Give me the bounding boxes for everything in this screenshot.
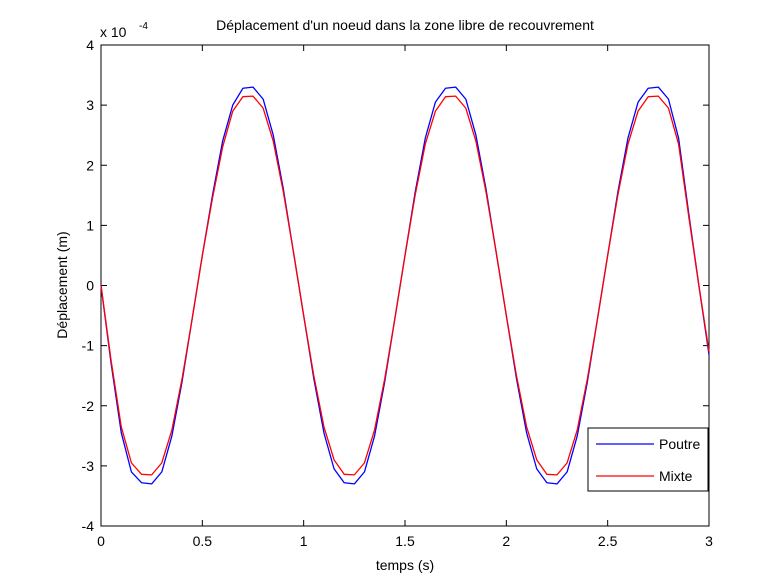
series-layer	[100, 86, 710, 485]
y-tick-label: 3	[86, 97, 94, 113]
chart-title: Déplacement d'un noeud dans la zone libr…	[216, 17, 594, 33]
x-ticks: 0 0.5 1 1.5 2 2.5 3	[97, 45, 713, 549]
y-tick-label: -2	[82, 398, 95, 414]
y-scale-exponent: -4	[139, 21, 148, 32]
x-tick-label: 2	[502, 533, 510, 549]
x-tick-label: 1.5	[395, 533, 415, 549]
x-tick-label: 0	[97, 533, 105, 549]
x-axis-label: temps (s)	[376, 557, 434, 573]
x-tick-label: 0.5	[193, 533, 213, 549]
y-tick-label: 0	[86, 278, 94, 294]
legend-label-mixte: Mixte	[659, 468, 693, 484]
y-tick-label: -3	[82, 458, 95, 474]
series-line-mixte	[100, 95, 710, 476]
y-ticks: -4 -3 -2 -1 0 1 2 3 4	[82, 37, 709, 534]
x-tick-label: 1	[300, 533, 308, 549]
y-scale-factor: x 10	[100, 24, 127, 40]
y-tick-label: 4	[86, 37, 94, 53]
y-tick-label: -1	[82, 338, 95, 354]
legend-label-poutre: Poutre	[659, 436, 700, 452]
y-tick-label: -4	[82, 518, 95, 534]
x-tick-label: 2.5	[598, 533, 618, 549]
y-axis-label: Déplacement (m)	[54, 231, 70, 338]
legend-box	[587, 427, 709, 492]
y-tick-label: 1	[86, 217, 94, 233]
legend: Poutre Mixte	[587, 427, 709, 492]
y-tick-label: 2	[86, 157, 94, 173]
x-tick-label: 3	[705, 533, 713, 549]
